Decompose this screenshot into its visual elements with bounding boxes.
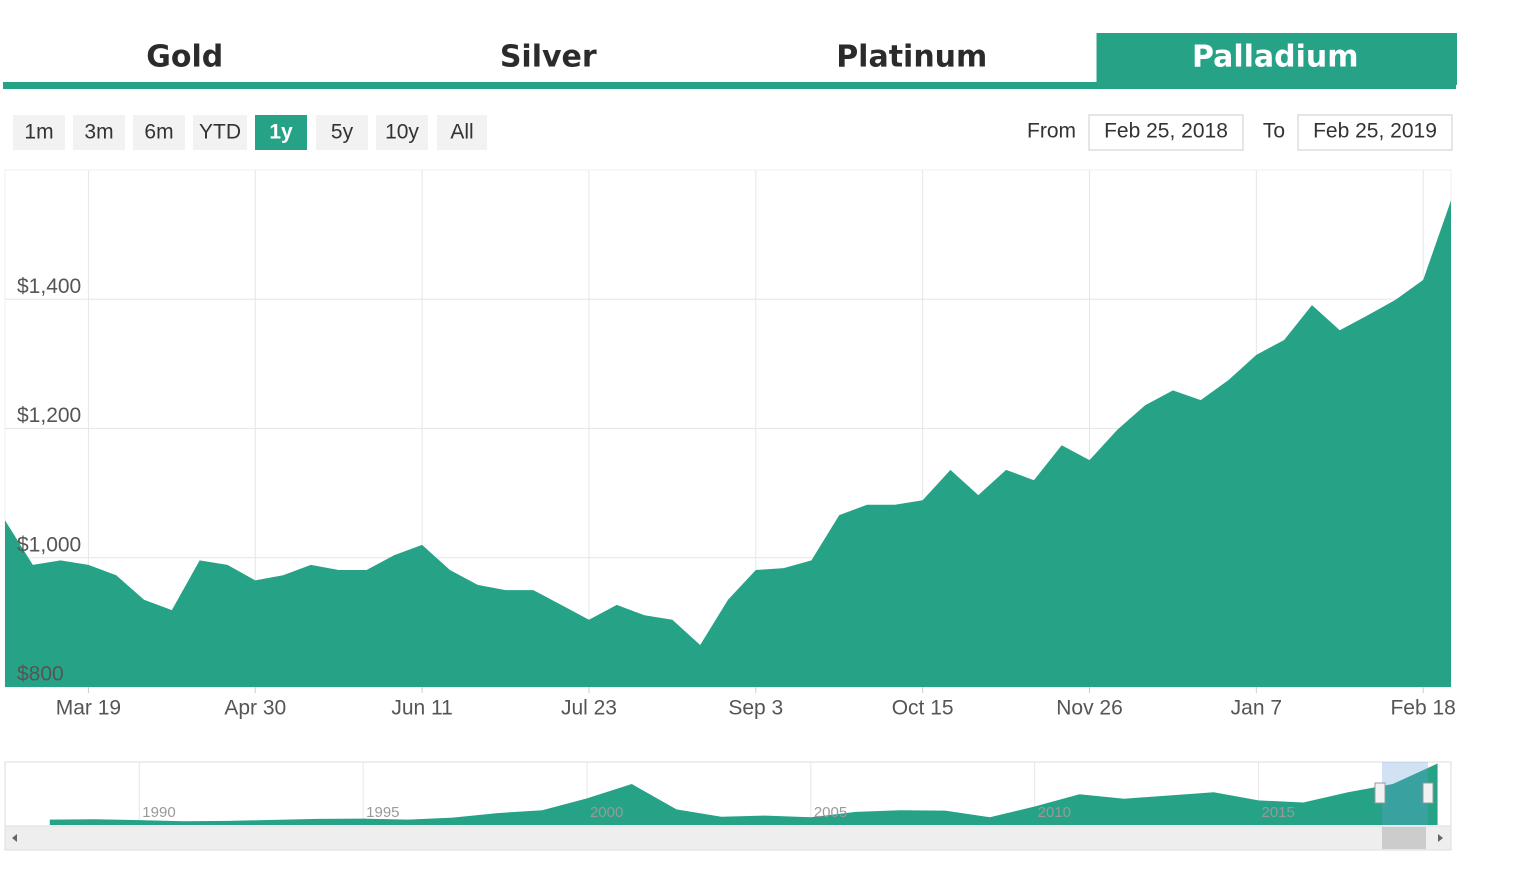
x-tick-label: Jul 23 bbox=[561, 697, 617, 720]
range-button-label[interactable]: 6m bbox=[144, 121, 173, 144]
x-tick-label: Jan 7 bbox=[1231, 697, 1282, 720]
tab-active-bg[interactable] bbox=[1096, 33, 1458, 85]
tab[interactable]: Silver bbox=[500, 40, 597, 75]
navigator-handle[interactable] bbox=[1374, 782, 1386, 804]
from-label: From bbox=[1027, 120, 1076, 143]
from-input[interactable] bbox=[1088, 114, 1244, 151]
range-button[interactable] bbox=[316, 115, 368, 150]
range-button[interactable] bbox=[133, 115, 185, 150]
price-area bbox=[5, 200, 1451, 687]
tab[interactable]: Platinum bbox=[836, 40, 987, 75]
navigator-year: 1990 bbox=[142, 804, 175, 821]
navigator-year: 2005 bbox=[814, 804, 847, 821]
x-tick-label: Apr 30 bbox=[224, 697, 286, 720]
range-button[interactable] bbox=[73, 115, 125, 150]
x-tick-label: Nov 26 bbox=[1056, 697, 1123, 720]
navigator-year: 1995 bbox=[366, 804, 399, 821]
scrollbar-thumb[interactable] bbox=[1382, 827, 1426, 849]
y-tick-label: $800 bbox=[17, 663, 64, 686]
range-button[interactable] bbox=[255, 115, 307, 150]
x-tick-label: Jun 11 bbox=[391, 697, 453, 720]
scroll-left-arrow[interactable] bbox=[12, 834, 17, 842]
range-button-label[interactable]: 1m bbox=[24, 121, 53, 144]
y-tick-label: $1,200 bbox=[17, 404, 81, 427]
x-tick-label: Mar 19 bbox=[56, 697, 121, 720]
scroll-right-arrow[interactable] bbox=[1438, 834, 1443, 842]
navigator-selection[interactable] bbox=[1382, 762, 1428, 825]
range-button-label[interactable]: YTD bbox=[199, 121, 241, 144]
range-button[interactable] bbox=[13, 115, 65, 150]
range-button-label[interactable]: 5y bbox=[331, 121, 354, 144]
y-tick-label: $1,000 bbox=[17, 533, 81, 556]
navigator-year: 2000 bbox=[590, 804, 623, 821]
navigator-year: 2015 bbox=[1261, 804, 1294, 821]
navigator-area bbox=[49, 763, 1438, 825]
range-button-label[interactable]: 10y bbox=[385, 121, 419, 144]
range-button-label[interactable]: All bbox=[450, 121, 473, 144]
to-date[interactable]: Feb 25, 2019 bbox=[1313, 120, 1437, 143]
x-tick-label: Feb 18 bbox=[1390, 697, 1455, 720]
range-button[interactable] bbox=[437, 115, 487, 150]
range-button[interactable] bbox=[193, 115, 247, 150]
from-date[interactable]: Feb 25, 2018 bbox=[1104, 120, 1228, 143]
scrollbar[interactable] bbox=[4, 825, 1452, 851]
tab-underline bbox=[3, 82, 1456, 89]
to-label: To bbox=[1263, 120, 1285, 143]
range-button[interactable] bbox=[376, 115, 428, 150]
range-button-label[interactable]: 3m bbox=[84, 121, 113, 144]
y-tick-label: $1,400 bbox=[17, 275, 81, 298]
to-input[interactable] bbox=[1297, 114, 1453, 151]
tab[interactable]: Palladium bbox=[1192, 40, 1359, 75]
x-tick-label: Oct 15 bbox=[892, 697, 954, 720]
x-tick-label: Sep 3 bbox=[728, 697, 783, 720]
navigator-handle[interactable] bbox=[1422, 782, 1434, 804]
tab[interactable]: Gold bbox=[146, 40, 223, 75]
range-button-label[interactable]: 1y bbox=[269, 121, 293, 144]
navigator-year: 2010 bbox=[1038, 804, 1071, 821]
